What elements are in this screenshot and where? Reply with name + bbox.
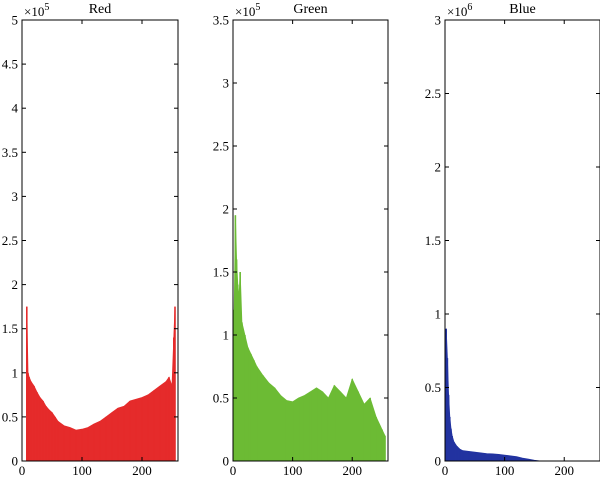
y-tick-label: 2 [435, 160, 442, 175]
y-tick-label: 3 [12, 189, 19, 204]
x-tick-label: 200 [132, 463, 152, 478]
y-tick-label: 2.5 [2, 233, 18, 248]
y-tick-label: 1 [223, 328, 230, 343]
y-tick-label: 3.5 [2, 145, 18, 160]
green-histogram-panel: 0 0.5 1 1.5 2 2.5 3 3.5 0 100 200 ×105 Green [213, 2, 389, 478]
y-tick-label: 1.5 [425, 233, 441, 248]
x-tick-label: 0 [19, 463, 26, 478]
y-tick-label: 4 [12, 101, 19, 116]
y-tick-label: 2.5 [425, 86, 441, 101]
y-tick-label: 1.5 [2, 321, 18, 336]
x-tick-label: 0 [442, 463, 449, 478]
y-tick-label: 5 [12, 13, 19, 28]
y-tick-label: 0 [435, 454, 442, 469]
x-tick-label: 0 [230, 463, 237, 478]
x-tick-label: 200 [554, 463, 574, 478]
blue-histogram-panel: 0 0.5 1 1.5 2 2.5 3 0 100 200 ×106 Blue [425, 2, 600, 478]
red-histogram-panel: 0 0.5 1 1.5 2 2.5 3 3.5 4 4.5 5 0 100 200 ×105 Red [2, 2, 179, 478]
y-tick-label: 0.5 [213, 391, 229, 406]
y-tick-label: 1.5 [213, 265, 229, 280]
y-tick-label: 0.5 [425, 380, 441, 395]
x-tick-label: 200 [342, 463, 362, 478]
chart-title: Blue [509, 2, 535, 17]
y-tick-label: 0 [12, 454, 19, 469]
y-tick-label: 1 [435, 307, 442, 322]
y-axis-multiplier: ×106 [447, 2, 472, 19]
x-tick-label: 100 [495, 463, 515, 478]
plot-frame [444, 19, 600, 462]
y-tick-label: 1 [12, 365, 19, 380]
y-axis-multiplier: ×105 [235, 2, 260, 19]
y-tick-label: 2 [12, 277, 19, 292]
y-tick-label: 0 [223, 454, 230, 469]
y-tick-label: 2 [223, 202, 230, 217]
y-tick-label: 3 [223, 76, 230, 91]
plot-frame [232, 19, 389, 462]
y-tick-label: 2.5 [213, 139, 229, 154]
y-tick-label: 3.5 [213, 13, 229, 28]
y-tick-label: 3 [435, 13, 442, 28]
y-axis-multiplier: ×105 [24, 2, 49, 19]
chart-title: Red [89, 2, 112, 17]
y-tick-label: 0.5 [2, 409, 18, 424]
chart-title: Green [293, 2, 327, 17]
x-tick-label: 100 [283, 463, 303, 478]
histogram-area [445, 328, 541, 462]
x-tick-label: 100 [72, 463, 92, 478]
y-tick-label: 4.5 [2, 57, 18, 72]
